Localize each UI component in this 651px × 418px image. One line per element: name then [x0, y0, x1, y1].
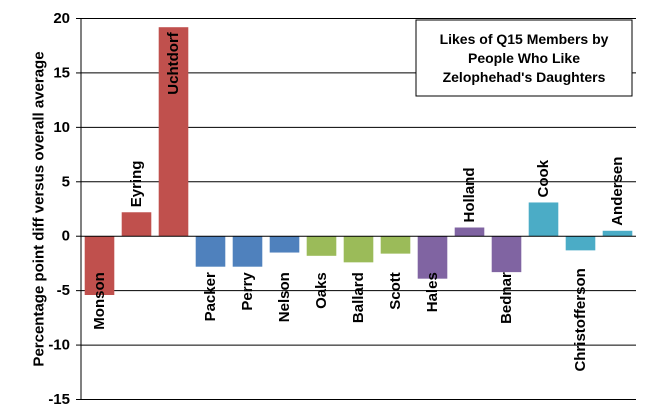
chart-title-line-1: Likes of Q15 Members by	[440, 31, 609, 47]
chart-title-line-2: People Who Like	[468, 50, 580, 66]
y-tick-label: -5	[57, 282, 70, 299]
bar-perry	[232, 236, 263, 267]
category-label-perry: Perry	[239, 272, 256, 311]
y-tick-labels: 20 15 10 5 0 -5 -10 -15	[48, 10, 70, 408]
bar-holland	[454, 227, 485, 237]
bar-bednar	[491, 236, 522, 273]
category-label-uchtdorf: Uchtdorf	[165, 31, 182, 94]
chart-title-box: Likes of Q15 Members by People Who Like …	[415, 19, 633, 97]
y-tick-label: 10	[53, 119, 70, 136]
bar-oaks	[306, 236, 337, 256]
category-label-christofferson: Christofferson	[572, 268, 589, 371]
bar-uchtdorf	[158, 27, 189, 237]
bar-cook	[528, 202, 559, 237]
axes	[80, 18, 636, 400]
category-label-hales: Hales	[424, 272, 441, 312]
bar-ballard	[343, 236, 374, 263]
y-tick-label: 0	[62, 228, 70, 245]
category-label-oaks: Oaks	[313, 272, 330, 309]
bar-hales	[417, 236, 448, 279]
y-tick-label: 5	[62, 173, 70, 190]
bar-monson	[84, 236, 115, 295]
y-axis-label: Percentage point diff versus overall ave…	[31, 51, 48, 366]
chart-title-line-3: Zelophehad's Daughters	[443, 69, 606, 85]
bar-nelson	[269, 236, 300, 253]
category-label-andersen: Andersen	[609, 157, 626, 226]
bar-packer	[195, 236, 226, 267]
y-tick-label: 15	[53, 64, 70, 81]
category-label-monson: Monson	[91, 272, 108, 330]
bar-christofferson	[565, 236, 596, 251]
bar-eyring	[121, 212, 152, 237]
category-label-packer: Packer	[202, 272, 219, 321]
category-label-holland: Holland	[461, 168, 478, 223]
bars	[84, 27, 633, 295]
bar-scott	[380, 236, 411, 254]
y-tick-label: -15	[48, 391, 70, 408]
category-label-ballard: Ballard	[350, 272, 367, 323]
y-tick-label: 20	[53, 10, 70, 27]
category-label-eyring: Eyring	[128, 161, 145, 208]
category-label-nelson: Nelson	[276, 272, 293, 322]
category-label-cook: Cook	[535, 159, 552, 197]
category-labels: Monson Eyring Uchtdorf Packer Perry Nelson Oak…	[91, 31, 626, 371]
y-tick-label: -10	[48, 337, 70, 354]
title-box-frame	[415, 19, 633, 97]
category-label-scott: Scott	[387, 272, 404, 310]
category-label-bednar: Bednar	[498, 272, 515, 324]
bar-andersen	[602, 230, 633, 237]
